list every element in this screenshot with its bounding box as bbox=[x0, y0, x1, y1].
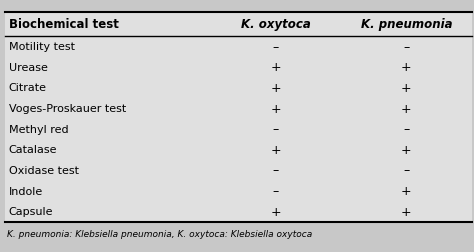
Text: Methyl red: Methyl red bbox=[9, 124, 68, 134]
Text: +: + bbox=[401, 184, 411, 197]
Text: K. oxytoca: K. oxytoca bbox=[241, 18, 310, 31]
Text: Biochemical test: Biochemical test bbox=[9, 18, 118, 31]
Text: +: + bbox=[401, 82, 411, 94]
FancyBboxPatch shape bbox=[5, 13, 472, 222]
Text: Voges-Proskauer test: Voges-Proskauer test bbox=[9, 104, 126, 114]
Text: Urease: Urease bbox=[9, 62, 47, 73]
Text: Indole: Indole bbox=[9, 186, 43, 196]
Text: K. pneumonia: K. pneumonia bbox=[361, 18, 452, 31]
Text: +: + bbox=[401, 61, 411, 74]
Text: +: + bbox=[270, 102, 281, 115]
Text: +: + bbox=[270, 61, 281, 74]
Text: +: + bbox=[270, 82, 281, 94]
Text: –: – bbox=[273, 41, 279, 53]
Text: +: + bbox=[401, 205, 411, 218]
Text: –: – bbox=[403, 123, 410, 136]
Text: Motility test: Motility test bbox=[9, 42, 74, 52]
Text: Capsule: Capsule bbox=[9, 206, 53, 216]
Text: +: + bbox=[401, 143, 411, 156]
Text: +: + bbox=[270, 143, 281, 156]
Text: –: – bbox=[403, 41, 410, 53]
Text: +: + bbox=[270, 205, 281, 218]
Text: Oxidase test: Oxidase test bbox=[9, 165, 79, 175]
Text: Catalase: Catalase bbox=[9, 145, 57, 155]
Text: +: + bbox=[401, 102, 411, 115]
Text: –: – bbox=[273, 123, 279, 136]
Text: Citrate: Citrate bbox=[9, 83, 46, 93]
Text: –: – bbox=[273, 184, 279, 197]
Text: K. pneumonia: Klebsiella pneumonia, K. oxytoca: Klebsiella oxytoca: K. pneumonia: Klebsiella pneumonia, K. o… bbox=[7, 229, 312, 238]
Text: –: – bbox=[403, 164, 410, 177]
Text: –: – bbox=[273, 164, 279, 177]
